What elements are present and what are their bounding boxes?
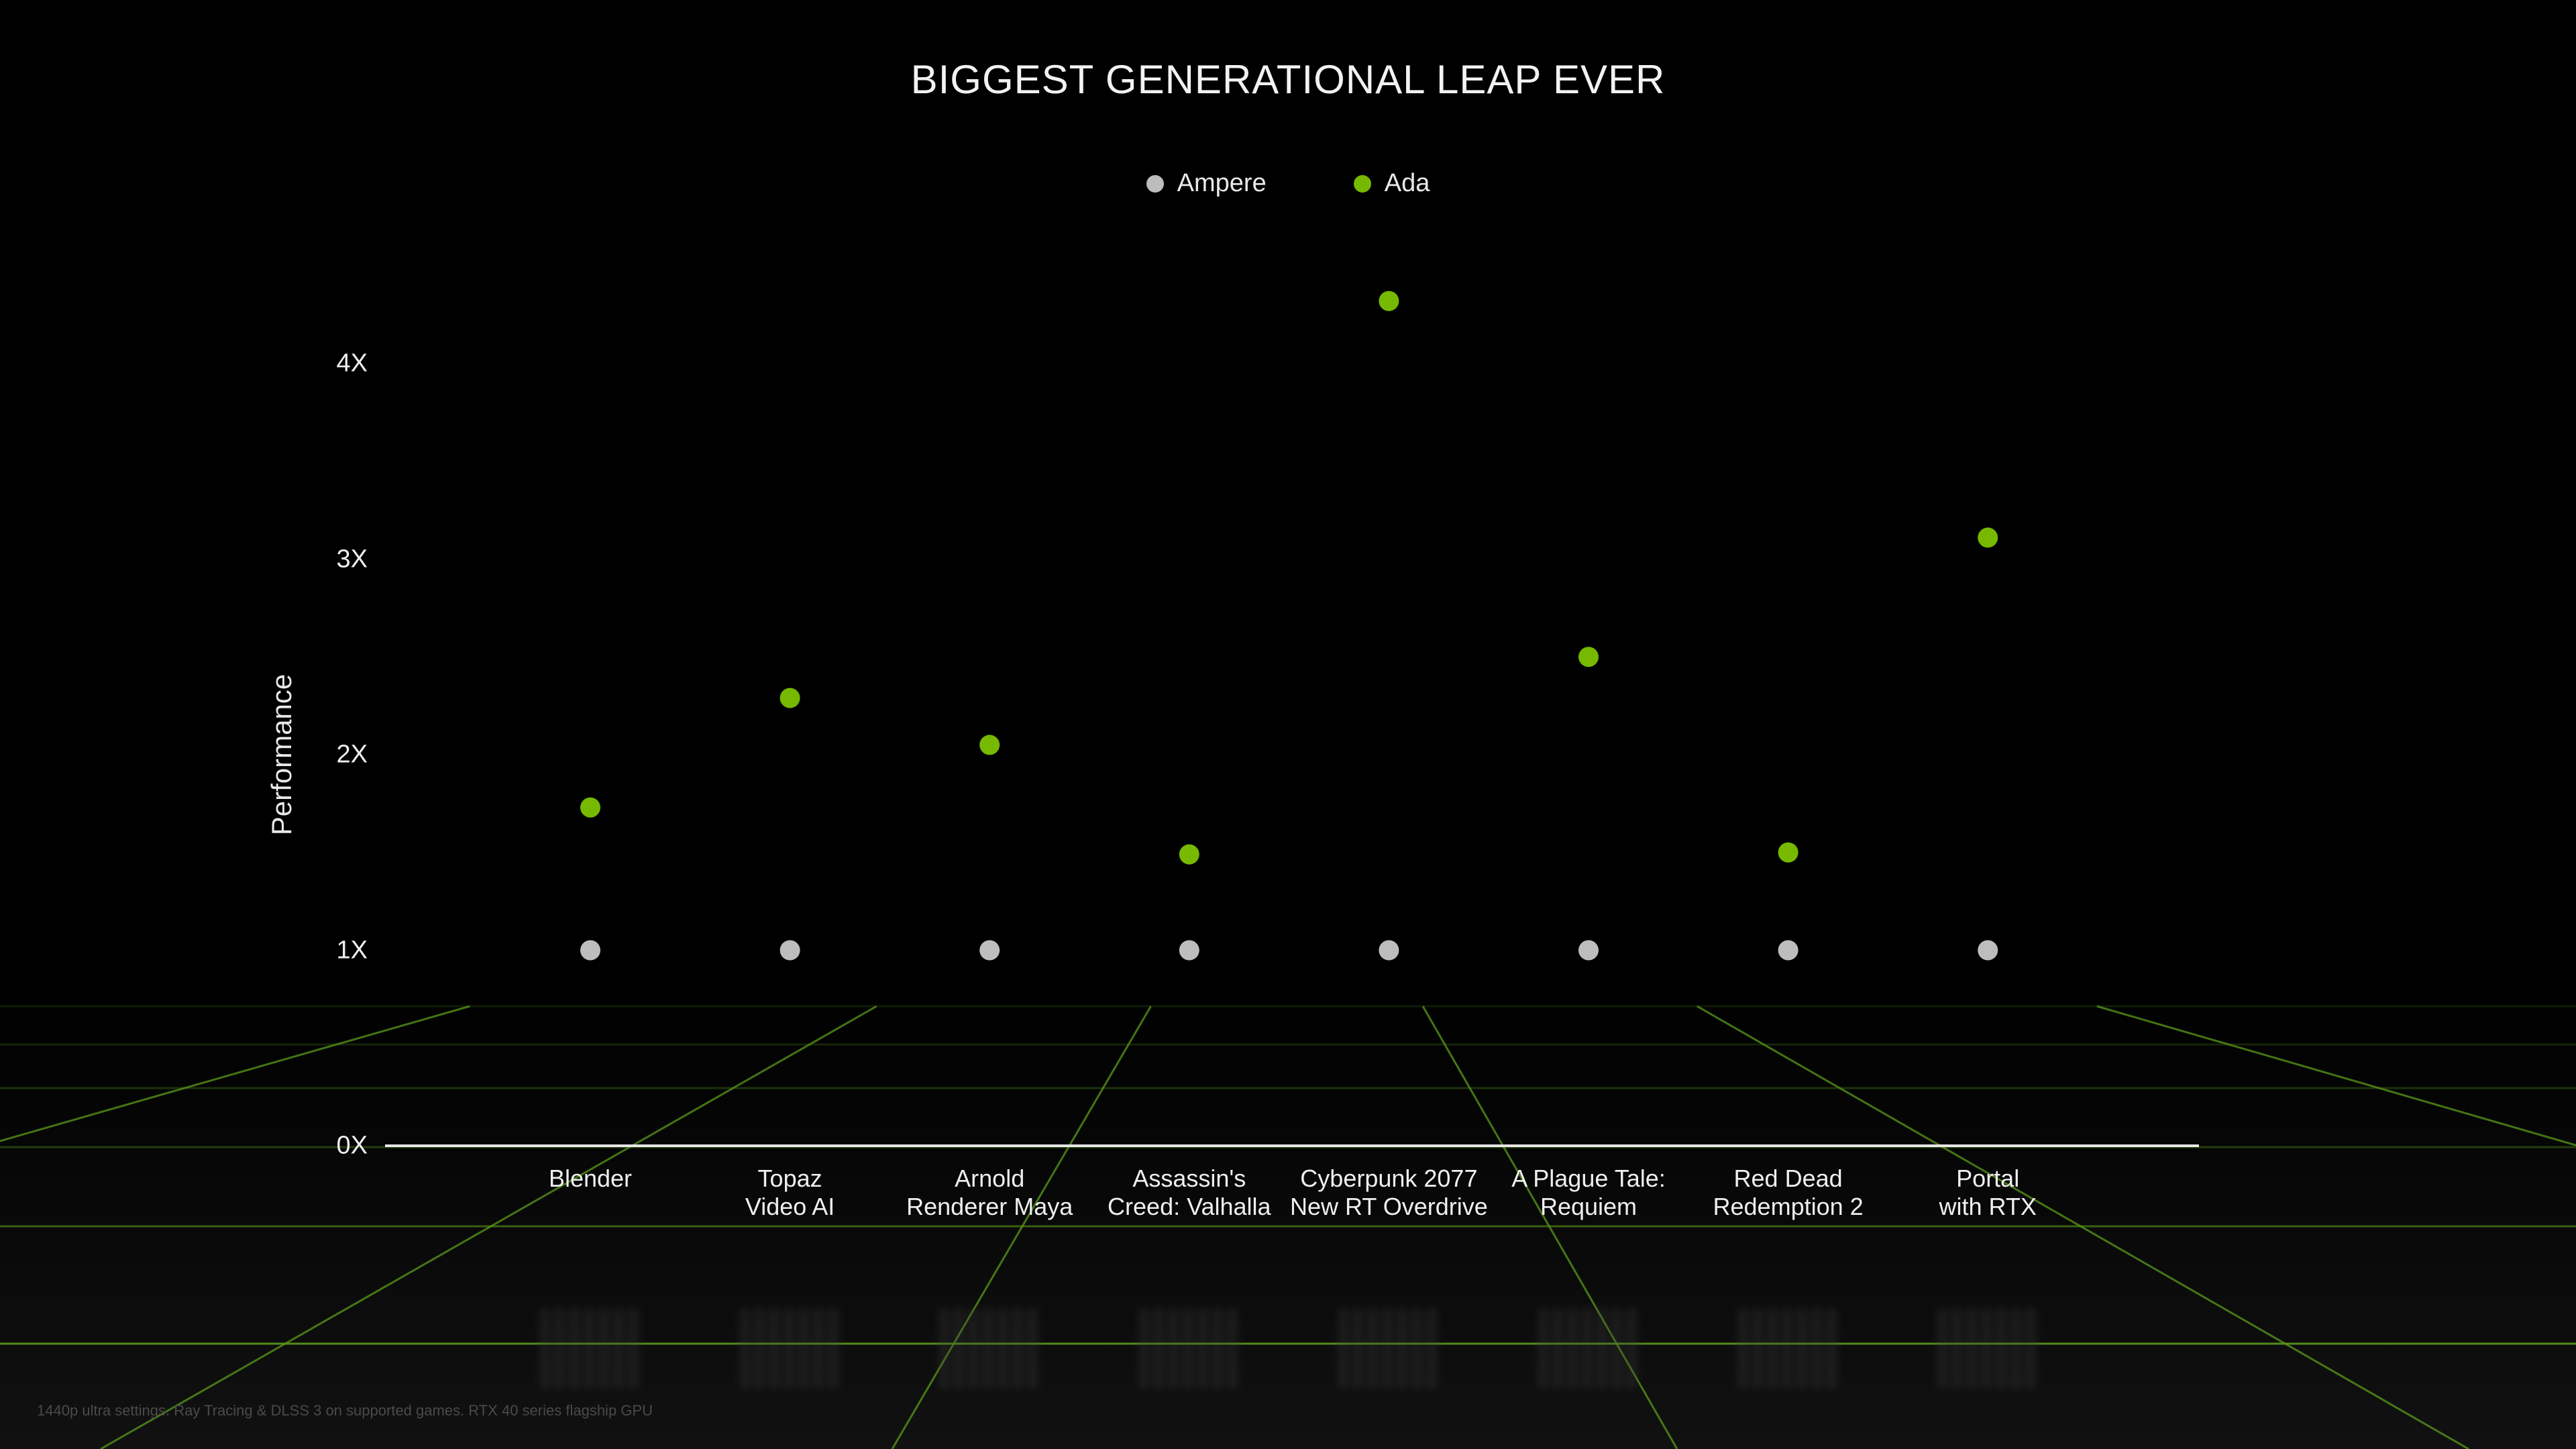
label-reflection bbox=[1138, 1308, 1240, 1389]
x-tick-label: Red Dead Redemption 2 bbox=[1713, 1165, 1864, 1220]
ada-point bbox=[1978, 527, 1998, 548]
ampere-point bbox=[1978, 940, 1998, 961]
ampere-point bbox=[580, 940, 600, 961]
label-reflection bbox=[1937, 1308, 2039, 1389]
label-reflection bbox=[939, 1308, 1040, 1389]
label-reflection bbox=[739, 1308, 841, 1389]
y-tick-label: 2X bbox=[336, 740, 368, 769]
x-tick-label: Arnold Renderer Maya bbox=[906, 1165, 1073, 1220]
footnote: 1440p ultra settings. Ray Tracing & DLSS… bbox=[37, 1402, 653, 1419]
legend-label-ampere: Ampere bbox=[1177, 169, 1267, 197]
ampere-point bbox=[979, 940, 1000, 961]
ampere-legend-dot bbox=[1146, 174, 1164, 193]
label-reflection bbox=[1338, 1308, 1440, 1389]
ada-point bbox=[1379, 290, 1399, 311]
label-reflection bbox=[1737, 1308, 1839, 1389]
ampere-point bbox=[780, 940, 800, 961]
legend-label-ada: Ada bbox=[1384, 169, 1430, 197]
y-tick-label: 1X bbox=[336, 936, 368, 964]
ampere-point bbox=[1179, 940, 1199, 961]
ada-legend-dot bbox=[1353, 174, 1371, 193]
label-reflection bbox=[540, 1308, 641, 1389]
ada-point bbox=[780, 688, 800, 708]
ada-point bbox=[1179, 844, 1199, 865]
ada-point bbox=[979, 735, 1000, 755]
ampere-point bbox=[1778, 940, 1799, 961]
x-tick-label: Cyberpunk 2077 New RT Overdrive bbox=[1290, 1165, 1488, 1220]
x-tick-label: Blender bbox=[548, 1165, 633, 1192]
chart-title: BIGGEST GENERATIONAL LEAP EVER bbox=[910, 57, 1666, 102]
legend: Ampere Ada bbox=[0, 169, 2576, 198]
y-tick-label: 4X bbox=[336, 349, 368, 378]
label-reflection bbox=[1538, 1308, 1639, 1389]
y-tick-label: 3X bbox=[336, 545, 368, 573]
x-tick-label: A Plague Tale: Requiem bbox=[1511, 1165, 1666, 1220]
ampere-point bbox=[1379, 940, 1399, 961]
x-tick-label: Assassin's Creed: Valhalla bbox=[1108, 1165, 1271, 1220]
ada-point bbox=[1578, 647, 1599, 667]
x-tick-label: Topaz Video AI bbox=[745, 1165, 835, 1220]
x-tick-label: Portal with RTX bbox=[1939, 1165, 2037, 1220]
ampere-point bbox=[1578, 940, 1599, 961]
legend-item-ada: Ada bbox=[1353, 169, 1430, 198]
legend-item-ampere: Ampere bbox=[1146, 169, 1267, 198]
y-tick-label: 0X bbox=[336, 1131, 368, 1160]
ada-point bbox=[580, 797, 600, 818]
ada-point bbox=[1778, 842, 1799, 863]
